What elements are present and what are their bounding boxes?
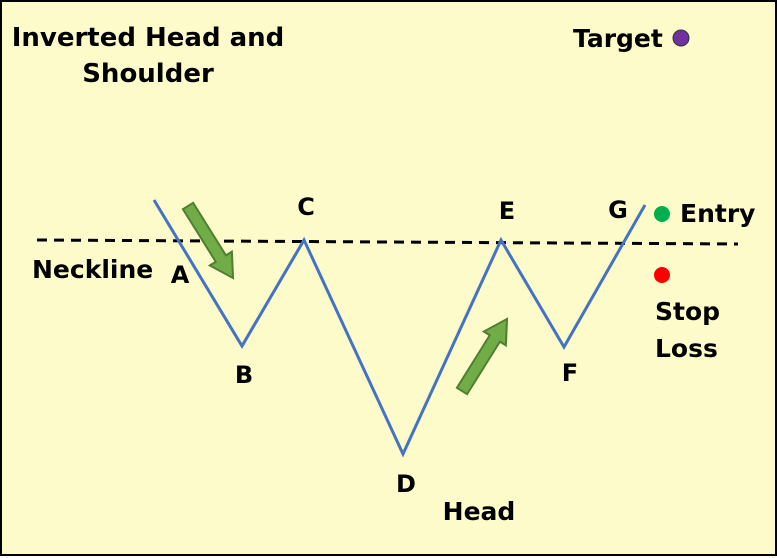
down-arrow-icon [181, 201, 235, 280]
stop-loss-label-line-2: Loss [655, 334, 718, 363]
point-label-g: G [608, 196, 628, 224]
point-label-b: B [235, 361, 253, 389]
title-line-2: Shoulder [82, 59, 214, 89]
point-label-e: E [499, 197, 515, 225]
up-arrow-icon [455, 317, 509, 396]
neckline [36, 238, 739, 246]
point-label-a: A [171, 261, 190, 289]
stop-loss-label-line-1: Stop [655, 297, 720, 326]
target-dot-icon [672, 29, 690, 47]
target-label: Target [573, 24, 663, 53]
title-line-1: Inverted Head and [12, 23, 285, 53]
point-label-f: F [562, 359, 578, 387]
neckline-label: Neckline [32, 255, 153, 284]
price-path [152, 199, 647, 458]
point-label-d: D [396, 470, 416, 498]
stop-loss-dot-icon [654, 267, 670, 283]
point-label-c: C [297, 193, 315, 221]
entry-label: Entry [680, 199, 755, 228]
head-label: Head [443, 497, 516, 526]
entry-dot-icon [654, 206, 670, 222]
